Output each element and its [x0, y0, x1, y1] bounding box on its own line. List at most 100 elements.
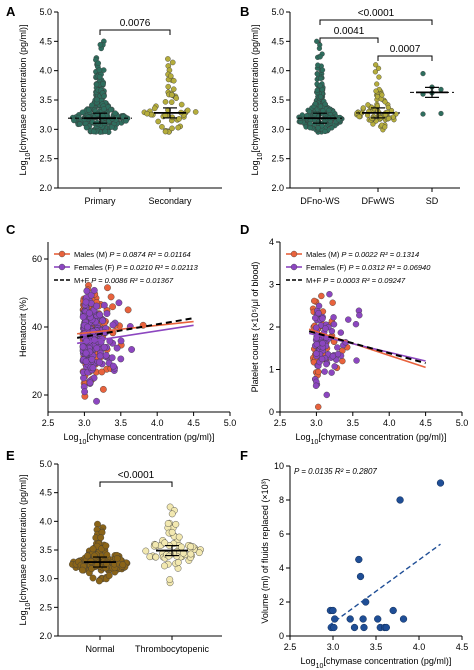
panel-b-data-point: [307, 120, 313, 127]
panel-e-data-point: [152, 541, 159, 549]
panel-d-legend-marker: [290, 263, 298, 271]
panel-a-data-point: [112, 110, 119, 116]
panel-a-y-tick-label: 4.0: [39, 66, 52, 76]
panel-a-data-point: [90, 128, 97, 135]
panel-a-data-point: [168, 92, 175, 98]
panel-e-data-point: [161, 539, 169, 547]
panel-e-y-tick-label: 2.0: [39, 631, 52, 641]
panel-d-y-tick-label: 2: [269, 322, 274, 332]
panel-b-data-point: [376, 74, 382, 80]
panel-d-x-tick-label: 2.5: [274, 418, 287, 428]
panel-f-data-point: [356, 572, 365, 581]
panel-d-legend-stats: P = 0.0022 R² = 0.1314: [341, 250, 419, 259]
panel-b-data-point: [322, 128, 328, 135]
panel-e-data-point: [95, 577, 103, 585]
panel-a-data-point: [165, 56, 171, 62]
panel-c-x-tick-label: 3.0: [78, 418, 91, 428]
panel-b-data-point: [314, 87, 320, 93]
panel-b-data-point: [315, 62, 321, 68]
panel-a-chart: 2.0 2.5 3.0 3.5 4.0 4.5 5.0 Log10[chymase conce…: [18, 7, 222, 206]
panel-b-data-point: [382, 124, 388, 130]
panel-e-data-point: [78, 566, 86, 574]
panel-b-data-point: [312, 101, 318, 107]
panel-c-y-label: Hematocrit (%): [18, 297, 28, 357]
panel-b-data-point: [317, 103, 324, 109]
panel-c-data-point: [100, 343, 108, 351]
panel-c-x-tick-label: 5.0: [224, 418, 237, 428]
panel-a-x-tick-label: Secondary: [148, 196, 192, 206]
panel-b-data-point: [438, 110, 444, 117]
panel-c-legend-name: M+F: [74, 276, 91, 285]
panel-c-data-point: [103, 310, 111, 317]
panel-c-data-point: [88, 355, 96, 363]
panel-c-data-point: [96, 311, 104, 319]
panel-e-data-point: [119, 561, 127, 569]
panel-b-data-point: [322, 101, 328, 107]
panel-c-data-point: [110, 362, 117, 370]
panel-c-x-label-sub: 10: [79, 439, 87, 446]
panel-c-data-point: [99, 317, 107, 325]
panel-c-data-point: [79, 313, 87, 321]
panel-c-data-point: [115, 299, 123, 307]
panel-d-x-tick-label: 3.5: [347, 418, 360, 428]
panel-b-data-point: [320, 108, 326, 114]
panel-c-data-point: [93, 397, 100, 405]
panel-e-y-tick-label: 5.0: [39, 459, 52, 469]
panel-d-legend-stats: P = 0.0312 R² = 0.06940: [349, 263, 432, 272]
panel-d-x-label-rest: [chymase concentration (pg/ml)]: [318, 432, 446, 442]
panel-b-data-point: [365, 102, 371, 108]
panel-b-data-point: [318, 94, 324, 100]
panel-e-data-point: [113, 555, 121, 562]
panel-d-data-point: [319, 340, 326, 347]
panel-e-data-point: [142, 547, 150, 555]
panel-a-data-point: [108, 106, 114, 113]
panel-f-x-tick-label: 3.5: [370, 642, 383, 652]
panel-a-data-point: [95, 60, 102, 66]
panel-c-x-tick-label: 2.5: [42, 418, 55, 428]
panel-c-legend-label: M+F P = 0.0086 R² = 0.01367: [74, 276, 174, 285]
panel-c-data-point: [89, 364, 97, 372]
panel-e-data-point: [168, 510, 176, 518]
panel-c-legend-marker: [58, 263, 66, 271]
panel-a-data-point: [170, 77, 177, 84]
panel-b-data-point: [375, 65, 382, 71]
panel-d-data-point: [315, 403, 322, 411]
panel-b-significance-bracket: [319, 37, 379, 43]
panel-e-data-point: [89, 545, 97, 553]
panel-b-y-tick-label: 3.0: [271, 124, 284, 134]
panel-a-data-point: [96, 74, 103, 80]
panel-d-legend-label: Males (M) P = 0.0022 R² = 0.1314: [306, 250, 419, 259]
panel-c-data-point: [82, 349, 90, 357]
panel-c-legend-stats: P = 0.0210 R² = 0.02113: [117, 263, 199, 272]
panel-a-data-point: [178, 101, 185, 108]
panel-f-x-label-sub: 10: [316, 663, 324, 670]
panel-d-x-label-sub: 10: [311, 439, 319, 446]
panel-d-fit-line: [308, 330, 426, 365]
panel-b-data-point: [420, 111, 426, 117]
panel-c-x-tick-label: 3.5: [115, 418, 128, 428]
panel-c-x-tick-label: 4.5: [187, 418, 200, 428]
panel-b-data-point: [318, 75, 324, 82]
panel-d-legend-name: M+F: [306, 276, 323, 285]
panel-f-y-tick-label: 10: [274, 461, 284, 471]
panel-a-data-point: [162, 128, 169, 135]
panel-a-data-point: [93, 81, 100, 88]
panel-e-significance-bracket: [99, 481, 173, 487]
panel-c-data-point: [104, 284, 111, 292]
panel-f-y-label: Volume (ml) of fluids replaced (×10³): [260, 478, 270, 623]
panel-e-y-tick-label: 3.0: [39, 574, 52, 584]
panel-f-y-tick-label: 8: [279, 495, 284, 505]
panel-c-data-point: [96, 358, 103, 366]
panel-a-data-point: [175, 124, 181, 131]
panel-d-x-tick-label: 3.0: [310, 418, 323, 428]
panel-d-y-tick-label: 1: [269, 365, 274, 375]
panel-d-data-point: [337, 329, 345, 336]
panel-c-y-tick-label: 20: [32, 390, 42, 400]
panel-f-y-tick-label: 6: [279, 529, 284, 539]
panel-f-x-label-part: Log: [301, 656, 316, 666]
panel-a-data-point: [155, 118, 161, 125]
panel-e-data-point: [97, 534, 105, 542]
panel-c-data-point: [85, 309, 93, 317]
panel-d-data-point: [356, 312, 363, 319]
